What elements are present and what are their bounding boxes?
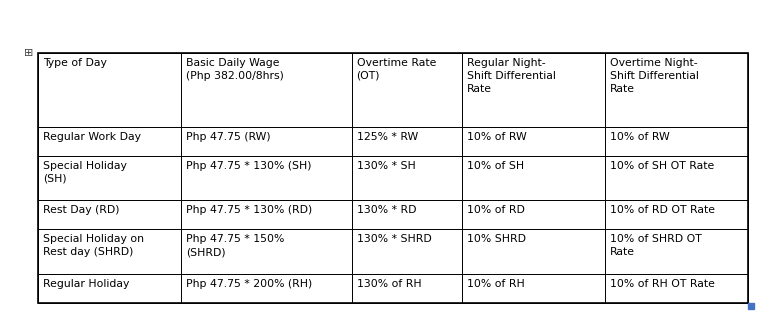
Bar [462, 229, 605, 274]
Text: 125% * RW: 125% * RW [357, 132, 418, 141]
Bar [181, 274, 351, 303]
Text: Regular Holiday: Regular Holiday [43, 279, 129, 289]
Bar [181, 156, 351, 200]
Bar [605, 229, 748, 274]
Text: 10% of RH: 10% of RH [467, 279, 525, 289]
Bar [462, 274, 605, 303]
Bar [38, 126, 181, 156]
Text: Php 47.75 * 200% (RH): Php 47.75 * 200% (RH) [186, 279, 312, 289]
Text: Php 47.75 * 150%
(SHRD): Php 47.75 * 150% (SHRD) [186, 235, 284, 257]
Bar [181, 200, 351, 229]
Text: Basic Daily Wage
(Php 382.00/8hrs): Basic Daily Wage (Php 382.00/8hrs) [186, 58, 284, 81]
Bar [351, 53, 462, 126]
Bar [462, 53, 605, 126]
Text: Overtime Night-
Shift Differential
Rate: Overtime Night- Shift Differential Rate [610, 58, 699, 93]
Text: 130% * SH: 130% * SH [357, 161, 415, 171]
Text: 10% of RD: 10% of RD [467, 205, 525, 215]
Bar [462, 126, 605, 156]
Text: Rest Day (RD): Rest Day (RD) [43, 205, 119, 215]
Bar [605, 274, 748, 303]
Bar [38, 53, 748, 303]
Text: Php 47.75 (RW): Php 47.75 (RW) [186, 132, 270, 141]
Bar [38, 200, 181, 229]
Bar [462, 156, 605, 200]
Text: Special Holiday
(SH): Special Holiday (SH) [43, 161, 127, 184]
Text: 10% of RH OT Rate: 10% of RH OT Rate [610, 279, 715, 289]
Bar [605, 126, 748, 156]
Bar [605, 156, 748, 200]
Bar [351, 229, 462, 274]
Bar [351, 200, 462, 229]
Bar [181, 229, 351, 274]
Text: Regular Work Day: Regular Work Day [43, 132, 141, 141]
Text: Php 47.75 * 130% (SH): Php 47.75 * 130% (SH) [186, 161, 312, 171]
Text: Special Holiday on
Rest day (SHRD): Special Holiday on Rest day (SHRD) [43, 235, 144, 257]
Text: 10% of RW: 10% of RW [467, 132, 527, 141]
Text: 10% of SHRD OT
Rate: 10% of SHRD OT Rate [610, 235, 702, 257]
Text: 130% * SHRD: 130% * SHRD [357, 235, 432, 244]
Text: 10% of RW: 10% of RW [610, 132, 670, 141]
Bar [605, 53, 748, 126]
Text: Type of Day: Type of Day [43, 58, 107, 68]
Bar [351, 126, 462, 156]
Text: 10% of SH: 10% of SH [467, 161, 524, 171]
Text: 130% of RH: 130% of RH [357, 279, 421, 289]
Bar [38, 53, 181, 126]
Bar [181, 53, 351, 126]
Text: 10% of SH OT Rate: 10% of SH OT Rate [610, 161, 714, 171]
Text: Overtime Rate
(OT): Overtime Rate (OT) [357, 58, 436, 81]
Text: 10% of RD OT Rate: 10% of RD OT Rate [610, 205, 715, 215]
Bar [605, 200, 748, 229]
Bar [38, 274, 181, 303]
Text: 130% * RD: 130% * RD [357, 205, 416, 215]
Text: ⊞: ⊞ [24, 48, 33, 58]
Text: Regular Night-
Shift Differential
Rate: Regular Night- Shift Differential Rate [467, 58, 556, 93]
Bar [38, 156, 181, 200]
Bar [181, 126, 351, 156]
Text: Php 47.75 * 130% (RD): Php 47.75 * 130% (RD) [186, 205, 312, 215]
Bar [351, 274, 462, 303]
Text: 10% SHRD: 10% SHRD [467, 235, 526, 244]
Bar [351, 156, 462, 200]
Bar [38, 229, 181, 274]
Bar [462, 200, 605, 229]
